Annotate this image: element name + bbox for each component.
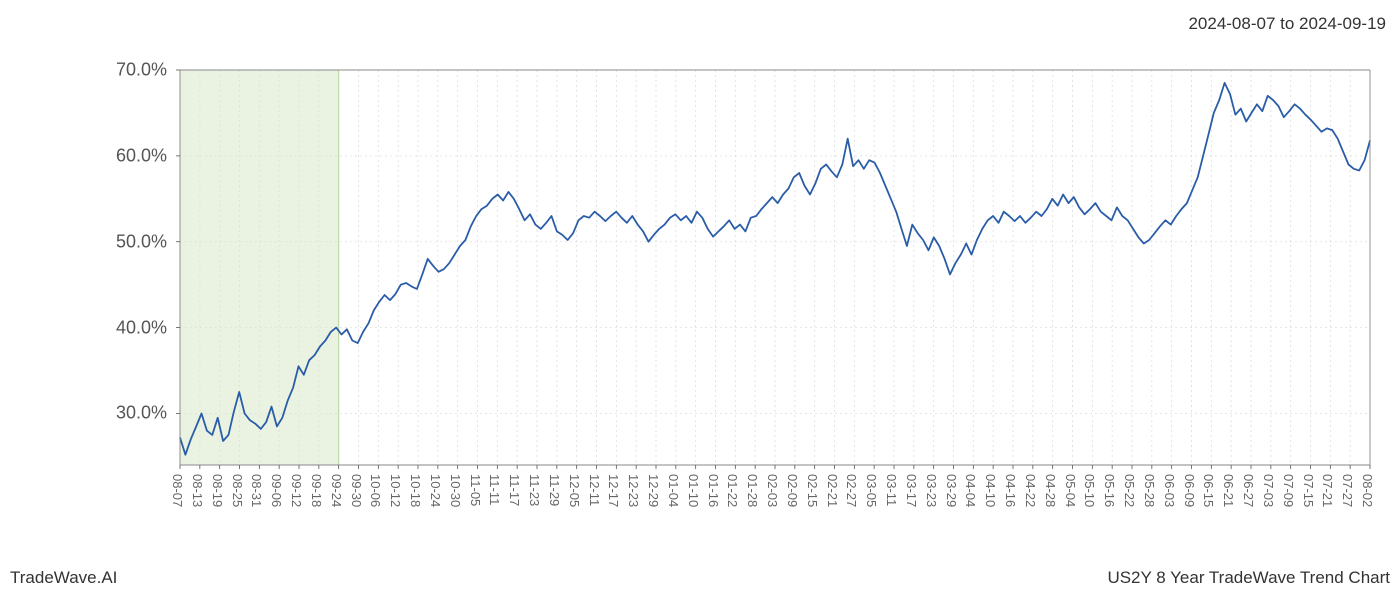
x-tick-label: 07-09 xyxy=(1281,474,1296,507)
x-tick-label: 10-30 xyxy=(448,474,463,507)
x-axis: 08-0708-1308-1908-2508-3109-0609-1209-18… xyxy=(180,470,1370,560)
x-tick-label: 09-24 xyxy=(329,474,344,507)
x-tick-label: 03-17 xyxy=(904,474,919,507)
x-tick-label: 01-10 xyxy=(686,474,701,507)
x-tick-label: 05-22 xyxy=(1122,474,1137,507)
x-tick-label: 11-17 xyxy=(507,474,522,506)
y-tick-label: 70.0% xyxy=(116,60,167,81)
x-tick-label: 10-06 xyxy=(368,474,383,507)
chart-title: US2Y 8 Year TradeWave Trend Chart xyxy=(1107,568,1390,588)
x-tick-label: 12-23 xyxy=(626,474,641,507)
x-tick-label: 03-05 xyxy=(864,474,879,507)
x-tick-label: 04-22 xyxy=(1023,474,1038,507)
x-tick-label: 01-16 xyxy=(706,474,721,507)
x-tick-label: 01-22 xyxy=(725,474,740,507)
x-tick-label: 09-12 xyxy=(289,474,304,507)
x-tick-label: 03-23 xyxy=(924,474,939,507)
x-tick-label: 09-30 xyxy=(349,474,364,507)
x-tick-label: 08-25 xyxy=(230,474,245,507)
x-tick-label: 06-03 xyxy=(1162,474,1177,507)
x-tick-label: 11-05 xyxy=(468,474,483,506)
x-tick-label: 08-02 xyxy=(1360,474,1375,507)
x-tick-label: 08-31 xyxy=(249,474,264,507)
x-tick-label: 04-28 xyxy=(1043,474,1058,507)
x-tick-label: 05-10 xyxy=(1082,474,1097,507)
x-tick-label: 02-27 xyxy=(844,474,859,507)
x-tick-label: 07-15 xyxy=(1301,474,1316,507)
date-range-label: 2024-08-07 to 2024-09-19 xyxy=(1188,14,1386,34)
x-tick-label: 06-15 xyxy=(1201,474,1216,507)
x-tick-label: 08-13 xyxy=(190,474,205,507)
plot-area xyxy=(180,70,1370,465)
x-tick-label: 12-05 xyxy=(567,474,582,507)
x-tick-label: 12-17 xyxy=(606,474,621,507)
x-tick-label: 04-10 xyxy=(983,474,998,507)
y-tick-label: 40.0% xyxy=(116,317,167,338)
x-tick-label: 02-15 xyxy=(805,474,820,507)
x-tick-label: 08-19 xyxy=(210,474,225,507)
x-tick-label: 01-28 xyxy=(745,474,760,507)
x-tick-label: 09-06 xyxy=(269,474,284,507)
x-tick-label: 12-29 xyxy=(646,474,661,507)
x-tick-label: 06-27 xyxy=(1241,474,1256,507)
x-tick-label: 01-04 xyxy=(666,474,681,507)
x-tick-label: 10-12 xyxy=(388,474,403,507)
y-axis: 30.0%40.0%50.0%60.0%70.0% xyxy=(0,70,175,465)
x-tick-label: 10-24 xyxy=(428,474,443,507)
x-tick-label: 02-03 xyxy=(765,474,780,507)
x-tick-label: 12-11 xyxy=(587,474,602,506)
y-tick-label: 30.0% xyxy=(116,403,167,424)
x-tick-label: 02-09 xyxy=(785,474,800,507)
x-tick-label: 08-07 xyxy=(170,474,185,507)
x-tick-label: 05-04 xyxy=(1063,474,1078,507)
x-tick-label: 11-11 xyxy=(487,474,502,505)
x-tick-label: 02-21 xyxy=(825,474,840,507)
y-tick-label: 60.0% xyxy=(116,145,167,166)
x-tick-label: 04-04 xyxy=(963,474,978,507)
brand-label: TradeWave.AI xyxy=(10,568,117,588)
x-tick-label: 06-09 xyxy=(1182,474,1197,507)
chart-svg xyxy=(180,70,1370,465)
x-tick-label: 09-18 xyxy=(309,474,324,507)
trend-chart-container: 2024-08-07 to 2024-09-19 30.0% 40.0% 50.0%… xyxy=(0,0,1400,600)
x-tick-label: 07-03 xyxy=(1261,474,1276,507)
x-tick-label: 05-16 xyxy=(1102,474,1117,507)
x-tick-label: 11-23 xyxy=(527,474,542,506)
x-tick-label: 06-21 xyxy=(1221,474,1236,507)
x-tick-label: 10-18 xyxy=(408,474,423,507)
x-tick-label: 07-21 xyxy=(1320,474,1335,507)
x-tick-label: 07-27 xyxy=(1340,474,1355,507)
x-tick-label: 05-28 xyxy=(1142,474,1157,507)
x-tick-label: 04-16 xyxy=(1003,474,1018,507)
y-tick-label: 50.0% xyxy=(116,231,167,252)
x-tick-label: 11-29 xyxy=(547,474,562,506)
x-tick-label: 03-29 xyxy=(944,474,959,507)
x-tick-label: 03-11 xyxy=(884,474,899,506)
